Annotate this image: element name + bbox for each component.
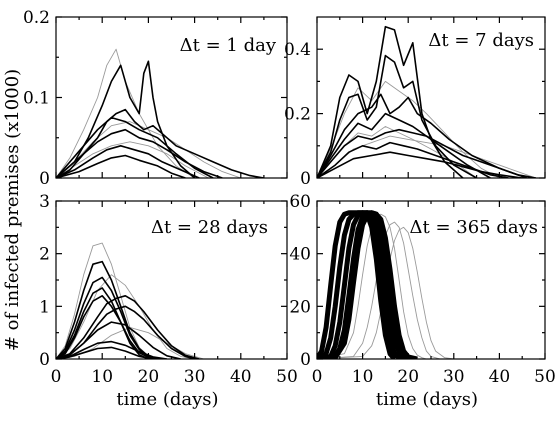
x-tick-label: 10 — [91, 367, 113, 387]
chart-panel-3: 0 10 20 30 40 50 0 1 2 3 Δt = 28 days time (days) — [39, 192, 298, 410]
series-line-8 — [56, 121, 241, 178]
y-tick-label: 0 — [39, 169, 50, 189]
series-line-9 — [317, 135, 537, 178]
series-group — [56, 242, 204, 359]
y-axis-title: # of infected premises (x1000) — [2, 69, 23, 351]
series-line-11 — [56, 274, 195, 359]
x-tick-label: 30 — [443, 367, 465, 387]
series-line-2 — [317, 54, 477, 178]
series-line-6 — [56, 321, 181, 359]
y-tick-label: 0.2 — [23, 8, 50, 28]
x-axis-title: time (days) — [376, 389, 478, 410]
series-group — [56, 48, 265, 178]
chart-panel-2: 0 0.2 0.4 Δt = 7 days — [284, 16, 546, 189]
series-line-8 — [317, 226, 454, 359]
y-tick-label: 0.4 — [284, 40, 311, 60]
y-tick-label: 20 — [289, 297, 311, 317]
x-tick-label: 0 — [312, 367, 323, 387]
series-line-6 — [56, 154, 186, 178]
x-tick-label: 30 — [184, 367, 206, 387]
series-line-1 — [56, 108, 265, 178]
series-line-5 — [317, 210, 418, 359]
y-tick-label: 0 — [300, 169, 311, 189]
panel-annotation: Δt = 365 days — [410, 217, 539, 238]
series-line-7 — [317, 221, 441, 359]
y-tick-label: 0.1 — [23, 89, 50, 109]
series-line-9 — [56, 141, 209, 178]
x-tick-label: 10 — [352, 367, 374, 387]
x-tick-label: 20 — [138, 367, 160, 387]
series-line-10 — [317, 126, 477, 178]
series-line-4 — [56, 294, 200, 359]
x-tick-label: 0 — [51, 367, 62, 387]
y-tick-label: 2 — [39, 245, 50, 265]
series-line-9 — [56, 287, 149, 359]
series-line-2 — [56, 60, 196, 178]
series-line-6 — [317, 151, 523, 178]
x-tick-label: 40 — [230, 367, 252, 387]
series-line-4 — [56, 145, 200, 178]
series-line-3 — [56, 294, 158, 359]
y-tick-label: 1 — [39, 297, 50, 317]
panel-annotation: Δt = 28 days — [151, 217, 268, 238]
x-tick-label: 40 — [489, 367, 511, 387]
x-tick-label: 50 — [534, 367, 556, 387]
series-line-5 — [56, 116, 214, 178]
series-line-7 — [317, 93, 528, 178]
series-line-8 — [56, 346, 154, 359]
series-line-5 — [317, 112, 491, 178]
y-tick-label: 40 — [289, 245, 311, 265]
chart-panel-1: 0 0.1 0.2 Δt = 1 day — [23, 8, 288, 189]
panel-annotation: Δt = 1 day — [180, 35, 277, 56]
y-tick-label: 3 — [39, 192, 50, 212]
panel-annotation: Δt = 7 days — [428, 30, 534, 51]
y-tick-label: 60 — [289, 192, 311, 212]
x-tick-label: 20 — [397, 367, 419, 387]
series-group — [317, 210, 454, 359]
series-line-6 — [317, 213, 427, 359]
x-tick-label: 50 — [276, 367, 298, 387]
x-axis-title: time (days) — [116, 389, 218, 410]
y-tick-label: 0 — [300, 350, 311, 370]
y-tick-label: 0.2 — [284, 105, 311, 125]
series-line-2 — [56, 276, 158, 359]
series-group — [317, 25, 537, 178]
y-tick-label: 0 — [39, 350, 50, 370]
chart-panel-4: 0 10 20 30 40 50 0 20 40 60 Δt = 365 days time (day… — [289, 192, 555, 410]
